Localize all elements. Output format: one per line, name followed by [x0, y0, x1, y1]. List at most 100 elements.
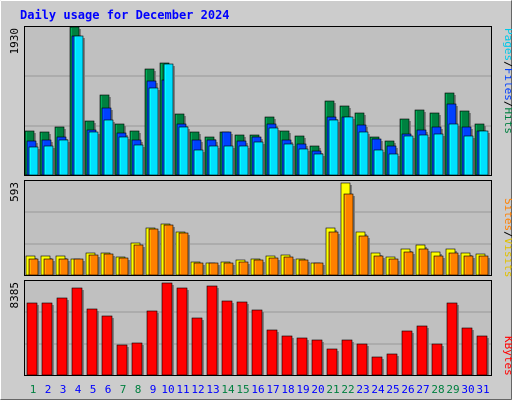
legend-sites: Sites [502, 198, 512, 231]
sites-bar [253, 259, 264, 276]
kbytes-bar [341, 339, 353, 376]
hits-files-pages-bars [24, 26, 490, 176]
legend-visits-sites: Sites/Visits [502, 198, 512, 278]
kbytes-bar [326, 348, 338, 376]
sites-bar [28, 258, 39, 276]
kbytes-bar [371, 356, 383, 376]
legend-files: Files [502, 68, 512, 101]
visits-axis-max-label: 593 [8, 182, 21, 202]
kbytes-bar [416, 325, 428, 376]
pages-bar [268, 127, 279, 176]
pages-bar [193, 149, 204, 176]
pages-bar [163, 63, 174, 176]
kbytes-bar [281, 335, 293, 376]
kbytes-bar [86, 308, 98, 376]
pages-bar [463, 135, 474, 176]
sites-bar [313, 262, 324, 276]
pages-bar [343, 116, 354, 176]
pages-bar [103, 119, 114, 176]
legend-separator: / [502, 101, 512, 108]
sites-bar [58, 258, 69, 276]
legend-hits-files-pages: Pages/Files/Hits [502, 28, 512, 134]
pages-bar [43, 145, 54, 176]
pages-bar [373, 149, 384, 176]
day-label: 5 [90, 383, 97, 396]
kbytes-bar [446, 302, 458, 376]
kbytes-bar [71, 287, 83, 376]
kbytes-bar [26, 302, 38, 376]
kbytes-bar [296, 337, 308, 376]
sites-bar [238, 261, 249, 276]
sites-bar [403, 251, 414, 276]
pages-bar [313, 153, 324, 176]
day-label: 14 [221, 383, 235, 396]
day-label: 26 [401, 383, 414, 396]
pages-bar [283, 143, 294, 176]
kbytes-bar [131, 342, 143, 376]
kbytes-bar [251, 309, 263, 376]
sites-bar [223, 262, 234, 276]
hits-files-pages-panel [24, 26, 492, 176]
kbytes-axis-max-label: 8385 [8, 282, 21, 309]
sites-bar [388, 258, 399, 276]
day-label: 10 [161, 383, 174, 396]
pages-bar [73, 35, 84, 176]
panel-2-border [24, 180, 492, 276]
pages-bar [388, 153, 399, 176]
sites-bar [73, 258, 84, 276]
panel-3-border [24, 280, 492, 376]
kbytes-bar [191, 317, 203, 376]
pages-bar [58, 139, 69, 176]
pages-bar [118, 136, 129, 176]
sites-bar [433, 255, 444, 276]
sites-bar [163, 224, 174, 276]
day-label: 12 [191, 383, 204, 396]
day-label: 30 [461, 383, 474, 396]
day-label: 3 [60, 383, 67, 396]
sites-bar [178, 232, 189, 276]
sites-bar [328, 231, 339, 276]
day-label: 23 [356, 383, 369, 396]
day-labels: 1 2 3 4 5 6 7 8 9 10 11 12 13 14 15 16 17 18 19 20 21 22 23 24 2… [30, 383, 490, 396]
legend-separator: / [502, 61, 512, 68]
sites-bar [463, 255, 474, 276]
sites-bar [268, 257, 279, 276]
kbytes-bar [386, 353, 398, 376]
day-label: 24 [371, 383, 385, 396]
day-label: 15 [236, 383, 249, 396]
day-label: 29 [446, 383, 459, 396]
kbytes-bar [176, 287, 188, 376]
kbytes-bar [461, 327, 473, 376]
pages-bar [88, 131, 99, 176]
pages-bar [28, 146, 39, 176]
legend-visits: Visits [502, 238, 512, 278]
kbytes-bar [56, 297, 68, 376]
day-label: 17 [266, 383, 279, 396]
chart-title: Daily usage for December 2024 [20, 8, 230, 22]
day-label: 4 [75, 383, 82, 396]
kbytes-bar [41, 302, 53, 376]
legend-kbytes-label: KBytes [502, 336, 512, 376]
kbytes-bar [161, 282, 173, 376]
kbytes-bar [146, 310, 158, 376]
sites-bar [448, 252, 459, 276]
day-label: 19 [296, 383, 309, 396]
day-label: 2 [45, 383, 52, 396]
kbytes-bar [266, 329, 278, 376]
day-label: 27 [416, 383, 429, 396]
pages-bar [148, 87, 159, 176]
hits-axis-max-label: 1930 [8, 28, 21, 55]
sites-bar [208, 262, 219, 276]
pages-bar [403, 135, 414, 176]
day-label: 11 [176, 383, 189, 396]
sites-bar [88, 254, 99, 276]
visits-sites-panel [24, 180, 492, 276]
pages-bar [253, 141, 264, 176]
day-label: 1 [30, 383, 37, 396]
kbytes-bar [431, 343, 443, 376]
kbytes-bar [356, 343, 368, 376]
sites-bar [133, 244, 144, 276]
kbytes-bar [236, 301, 248, 376]
day-label: 18 [281, 383, 294, 396]
